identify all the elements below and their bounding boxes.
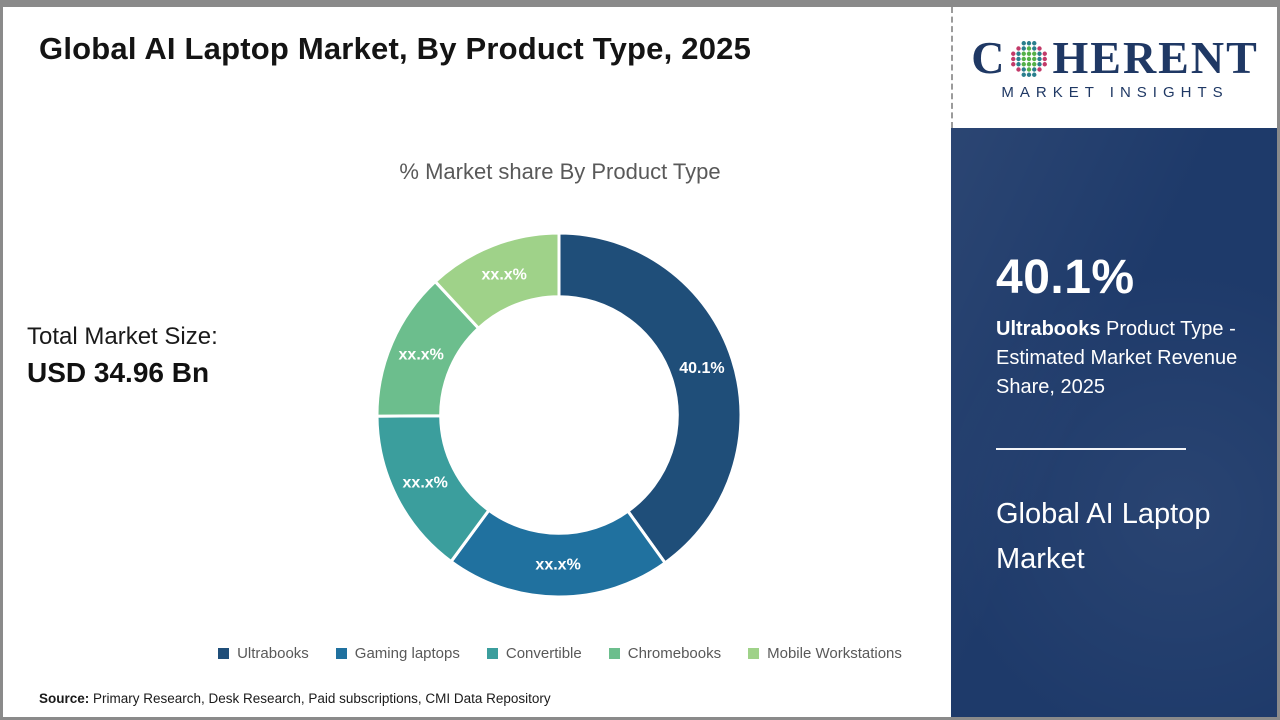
- sidebar-market-title: Global AI Laptop Market: [996, 498, 1211, 575]
- legend-marker: [486, 648, 498, 659]
- chart-title: % Market share By Product Type: [399, 159, 721, 184]
- donut-slice-mobile-workstations: [433, 231, 561, 330]
- logo-letter-c: C: [971, 31, 1007, 83]
- total-market-block: Total Market Size: USD 34.96 Bn: [27, 323, 218, 389]
- legend-marker: [748, 648, 760, 659]
- legend-item-mobile-workstations: Mobile Workstations: [748, 645, 902, 662]
- slice-label: xx.x%: [403, 474, 448, 491]
- sidebar-divider: [996, 448, 1186, 450]
- coherent-globe-icon: [1011, 40, 1048, 77]
- source-text: Primary Research, Desk Research, Paid su…: [89, 691, 551, 706]
- stat-value: 40.1%: [996, 251, 1135, 304]
- donut-chart: 40.1% xx.x% xx.x% xx.x% xx.x%: [375, 231, 743, 599]
- source-line: Source: Primary Research, Desk Research,…: [39, 691, 551, 706]
- slice-label: xx.x%: [399, 347, 444, 364]
- legend-item-gaming-laptops: Gaming laptops: [335, 645, 460, 662]
- page-title: Global AI Laptop Market, By Product Type…: [39, 31, 752, 66]
- donut-slice-gaming-laptops: [449, 508, 667, 599]
- stat-description-segment: Ultrabooks: [996, 318, 1101, 340]
- legend-marker: [335, 648, 347, 659]
- logo-letters-herent: HERENT: [1052, 31, 1259, 83]
- legend-item-ultrabooks: Ultrabooks: [218, 645, 309, 662]
- legend-item-chromebooks: Chromebooks: [608, 645, 722, 662]
- logo-subtitle: MARKET INSIGHTS: [1001, 83, 1229, 101]
- slice-label: xx.x%: [482, 266, 527, 283]
- legend-label: Ultrabooks: [237, 645, 309, 662]
- legend-label: Chromebooks: [627, 645, 722, 662]
- slice-label: 40.1%: [679, 360, 724, 377]
- legend-label: Gaming laptops: [354, 645, 460, 662]
- chart-legend: Ultrabooks Gaming laptops Convertible Chrom…: [110, 645, 1010, 662]
- total-market-label: Total Market Size:: [27, 323, 218, 350]
- stat-description: Ultrabooks Product Type - Estimated Mark…: [996, 315, 1248, 402]
- legend-label: Mobile Workstations: [767, 645, 902, 662]
- source-label: Source:: [39, 691, 90, 706]
- donut-slice-ultrabooks: [557, 231, 743, 565]
- legend-item-convertible: Convertible: [486, 645, 582, 662]
- slice-label: xx.x%: [535, 556, 580, 573]
- brand-logo-wordmark: C HERENT: [971, 31, 1259, 83]
- legend-marker: [218, 648, 230, 659]
- total-market-value: USD 34.96 Bn: [27, 357, 210, 388]
- brand-logo: C HERENT MARKET INSIGHTS: [951, 7, 1277, 128]
- stat-description-rest: Product Type - Estimated Market Revenue …: [996, 318, 1238, 398]
- legend-label: Convertible: [505, 645, 582, 662]
- highlight-sidebar: 40.1% Ultrabooks Product Type - Estimate…: [951, 128, 1277, 717]
- legend-marker: [608, 648, 620, 659]
